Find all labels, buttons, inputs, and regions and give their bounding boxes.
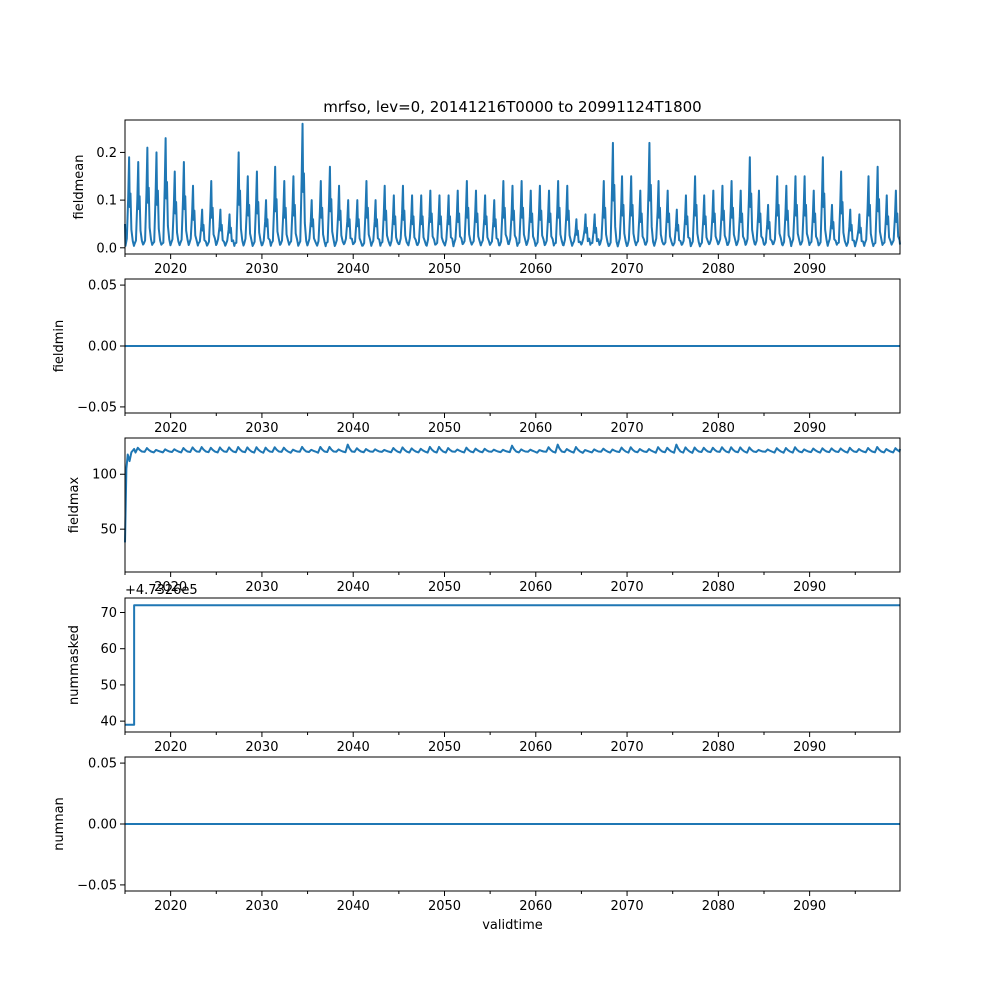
chart-title: mrfso, lev=0, 20141216T0000 to 20991124T…	[323, 98, 701, 116]
x-tick-label: 2060	[519, 580, 552, 595]
y-tick-label: 0.05	[88, 279, 117, 294]
panel-numnan: 2020 2030 2040 2050 2060 2070 2080 2090 −0.05 0.0…	[52, 756, 901, 933]
x-tick-label: 2030	[245, 740, 278, 755]
y-tick-label: 0.05	[88, 757, 117, 772]
y-tick-label: 0.00	[88, 340, 117, 355]
x-tick-label: 2040	[337, 262, 370, 277]
series-line-fieldmax	[124, 443, 901, 543]
x-tick-label: 2030	[245, 262, 278, 277]
y-tick-label: 0.0	[96, 241, 117, 256]
y-tick-label: 0.2	[96, 146, 117, 161]
x-tick-label: 2070	[611, 580, 644, 595]
x-axis-label: validtime	[482, 918, 543, 933]
y-axis-label: fieldmax	[67, 477, 82, 534]
x-tick-label: 2050	[428, 740, 461, 755]
x-tick-label: 2020	[154, 899, 187, 914]
x-tick-label: 2040	[337, 421, 370, 436]
x-tick-label: 2090	[793, 262, 826, 277]
y-tick-label: 70	[100, 606, 117, 621]
x-tick-label: 2080	[702, 262, 735, 277]
y-tick-label: −0.05	[77, 878, 117, 893]
x-tick-label: 2040	[337, 899, 370, 914]
x-tick-label: 2030	[245, 899, 278, 914]
y-tick-label: 100	[92, 468, 117, 483]
y-axis-label: fieldmean	[72, 155, 87, 220]
y-tick-label: 40	[100, 715, 117, 730]
x-tick-label: 2020	[154, 580, 187, 595]
x-tick-label: 2040	[337, 740, 370, 755]
x-tick-label: 2020	[154, 262, 187, 277]
y-tick-label: 60	[100, 642, 117, 657]
y-tick-label: 0.1	[96, 194, 117, 209]
x-tick-label: 2060	[519, 262, 552, 277]
axes-frame-fieldmean	[124, 119, 901, 255]
x-tick-label: 2080	[702, 580, 735, 595]
y-tick-label: 0.00	[88, 818, 117, 833]
x-tick-label: 2020	[154, 421, 187, 436]
x-tick-label: 2090	[793, 740, 826, 755]
x-tick-label: 2090	[793, 580, 826, 595]
panel-nummasked: 2020 2030 2040 2050 2060 2070 2080 2090 40 50 60 70…	[67, 583, 901, 755]
x-tick-label: 2020	[154, 740, 187, 755]
x-tick-label: 2030	[245, 421, 278, 436]
axes-frame-fieldmax	[124, 437, 901, 573]
x-tick-label: 2060	[519, 899, 552, 914]
x-tick-label: 2070	[611, 740, 644, 755]
x-tick-label: 2060	[519, 421, 552, 436]
x-tick-label: 2050	[428, 899, 461, 914]
x-tick-label: 2090	[793, 421, 826, 436]
y-axis-label: nummasked	[67, 625, 82, 705]
panel-fieldmean: 2020 2030 2040 2050 2060 2070 2080 2090 0.0 0.1 0.…	[72, 98, 901, 277]
x-tick-label: 2050	[428, 421, 461, 436]
x-tick-label: 2080	[702, 421, 735, 436]
y-tick-label: 50	[100, 523, 117, 538]
x-tick-label: 2080	[702, 899, 735, 914]
x-tick-label: 2080	[702, 740, 735, 755]
x-tick-label: 2090	[793, 899, 826, 914]
y-axis-label: numnan	[52, 797, 67, 851]
y-tick-label: 50	[100, 678, 117, 693]
x-tick-label: 2040	[337, 580, 370, 595]
axes-frame-nummasked	[124, 597, 901, 733]
x-tick-label: 2070	[611, 421, 644, 436]
x-tick-label: 2070	[611, 899, 644, 914]
y-tick-label: −0.05	[77, 400, 117, 415]
panel-fieldmin: 2020 2030 2040 2050 2060 2070 2080 2090 −0.05 0.0…	[52, 278, 901, 436]
x-tick-label: 2050	[428, 580, 461, 595]
x-tick-label: 2050	[428, 262, 461, 277]
series-line-nummasked	[125, 604, 900, 726]
offset-text: +4.7326e5	[125, 583, 198, 598]
y-axis-label: fieldmin	[52, 320, 67, 373]
x-tick-label: 2030	[245, 580, 278, 595]
x-tick-label: 2070	[611, 262, 644, 277]
x-tick-label: 2060	[519, 740, 552, 755]
series-line-fieldmean	[124, 122, 901, 248]
panel-fieldmax: 2020 2030 2040 2050 2060 2070 2080 2090 50 100 fie…	[67, 437, 901, 595]
